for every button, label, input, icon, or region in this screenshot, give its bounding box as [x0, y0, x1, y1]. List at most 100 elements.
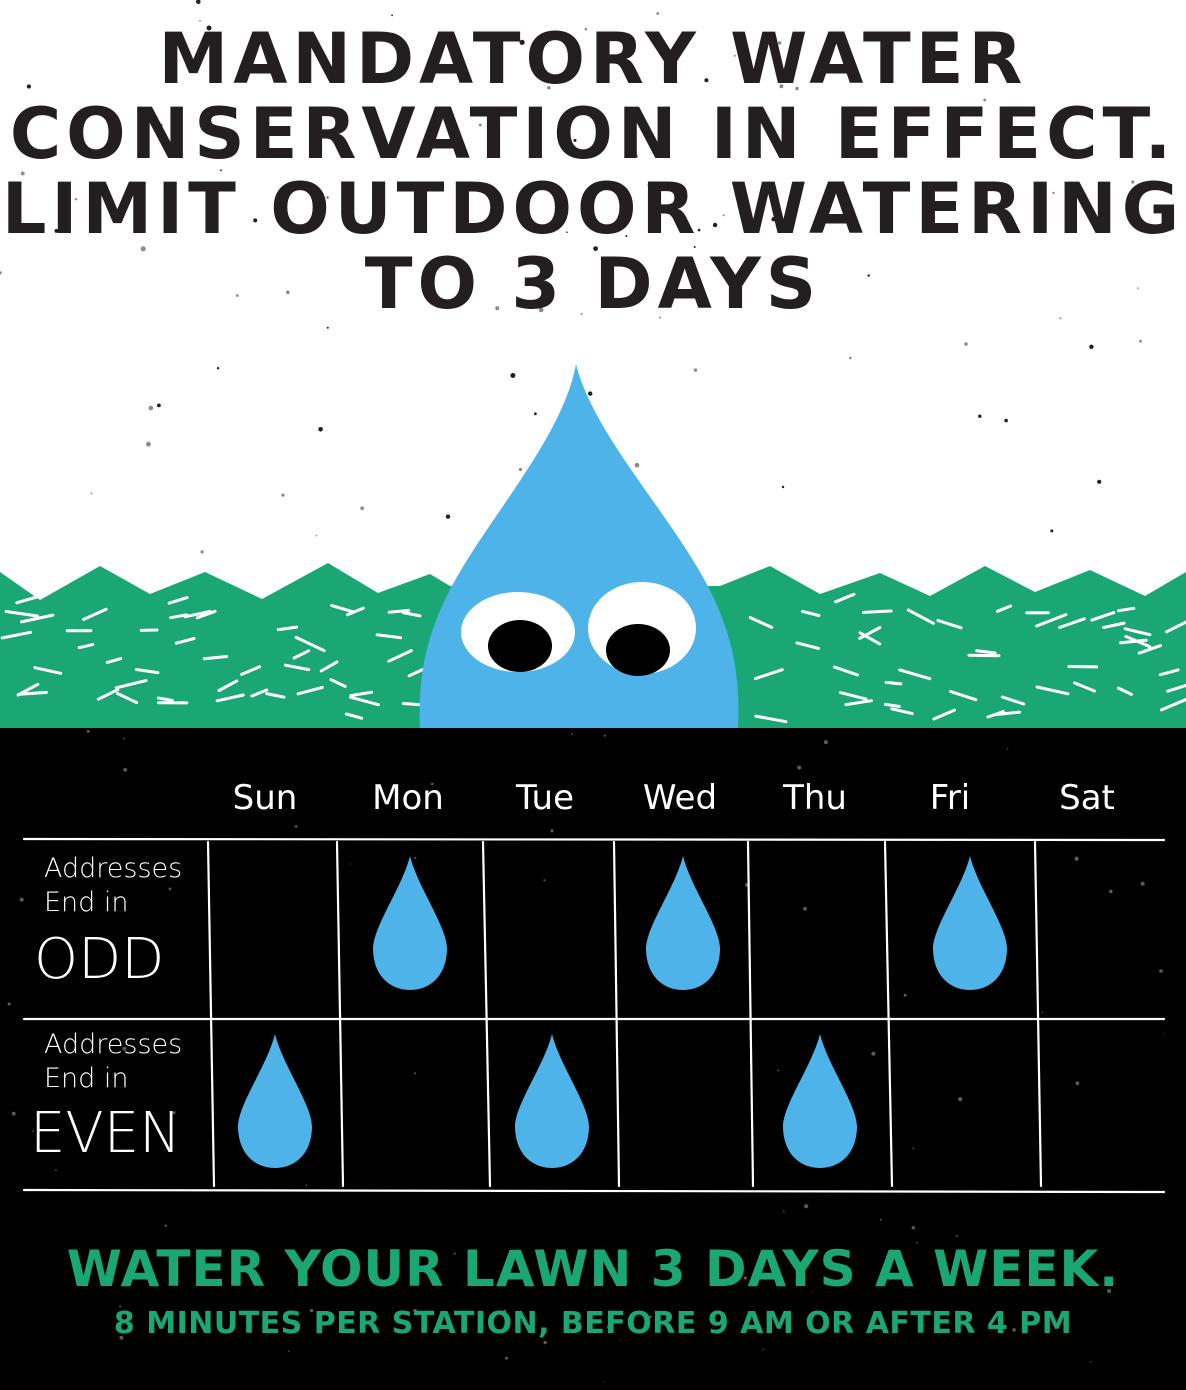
grass-blade — [183, 609, 212, 619]
speck — [216, 367, 220, 370]
chalk-speck — [1163, 1033, 1165, 1035]
grass-blade — [883, 702, 901, 708]
grass-blade — [858, 626, 882, 640]
speck — [778, 41, 782, 45]
row-label-even-big: EVEN — [30, 1100, 181, 1166]
chalk-speck — [871, 1051, 876, 1056]
chalk-speck — [122, 1046, 127, 1051]
grass-blade — [114, 679, 148, 690]
speck — [781, 485, 785, 489]
speck — [315, 534, 318, 537]
grass-blade — [401, 702, 424, 707]
grass-blade — [319, 660, 339, 673]
speck — [391, 14, 393, 17]
speck — [697, 228, 701, 232]
row-label-odd-line-1: Addresses — [44, 853, 183, 884]
grass-blade — [1166, 683, 1186, 693]
headline: MANDATORY WATER CONSERVATION IN EFFECT. … — [0, 22, 1186, 322]
chalk-speck — [649, 1315, 652, 1319]
grass-blade — [906, 608, 935, 625]
speck — [416, 195, 418, 197]
speck — [573, 138, 577, 142]
chalk-speck — [414, 1072, 417, 1075]
headline-line-1: MANDATORY WATER — [158, 18, 1028, 100]
speck — [964, 342, 968, 346]
speck — [1097, 479, 1102, 484]
speck — [148, 405, 154, 411]
speck — [54, 228, 59, 233]
grass-blade — [884, 680, 903, 686]
chalk-speck — [1107, 1289, 1112, 1293]
speck — [656, 12, 660, 15]
footer-subline: 8 MINUTES PER STATION, BEFORE 9 AM OR AF… — [113, 1306, 1073, 1341]
speck — [1139, 339, 1142, 343]
grass-blade — [975, 649, 997, 655]
chalk-speck — [1012, 1328, 1016, 1332]
chalk-speck — [903, 993, 907, 997]
speck — [90, 492, 93, 495]
chalk-speck — [123, 737, 125, 740]
footer-headline: WATER YOUR LAWN 3 DAYS A WEEK. — [66, 1240, 1120, 1298]
speck — [950, 229, 953, 232]
speck — [196, 0, 201, 4]
grass-blade — [15, 594, 42, 605]
chalk-speck — [1041, 1011, 1044, 1014]
speck — [625, 235, 628, 238]
grass-blade — [294, 635, 326, 653]
chalk-speck — [157, 1318, 160, 1321]
chalk-speck — [119, 1335, 124, 1340]
chalk-speck — [172, 1111, 176, 1115]
chalk-speck — [912, 1147, 915, 1150]
headline-line-3: LIMIT OUTDOOR WATERING — [1, 168, 1185, 250]
speck — [1050, 529, 1054, 533]
grass-blade — [862, 609, 893, 614]
chalk-speck — [550, 829, 554, 833]
chalk-speck — [803, 906, 807, 911]
grass-blade — [898, 668, 932, 681]
speck — [1131, 180, 1135, 184]
grass-blade — [82, 607, 108, 621]
grass-blade — [753, 668, 784, 681]
speck — [538, 307, 544, 313]
speck — [867, 274, 870, 277]
grass-blade — [1165, 620, 1186, 634]
grass-blade — [1116, 686, 1133, 696]
speck — [936, 75, 939, 78]
grass-blade — [116, 692, 139, 705]
grass-blade — [250, 688, 269, 698]
speck — [146, 441, 151, 447]
speck — [733, 54, 736, 57]
row-label-odd: Addresses End in — [44, 852, 182, 920]
grass-blade — [283, 663, 311, 672]
grass-blade — [858, 631, 882, 646]
speck — [658, 316, 661, 319]
chalk-speck — [19, 897, 24, 902]
chalk-speck — [603, 1381, 605, 1383]
schedule-grid — [7, 729, 1166, 1383]
speck — [14, 136, 17, 139]
row-label-odd-line-2: End in — [44, 887, 129, 918]
chalk-speck — [1074, 856, 1079, 861]
chalk-speck — [7, 1002, 11, 1006]
speck — [445, 514, 451, 519]
water-drop-icon — [782, 1034, 858, 1168]
chalk-speck — [1159, 969, 1163, 973]
speck — [1004, 418, 1008, 423]
chalk-speck — [307, 1261, 312, 1266]
row-label-even: Addresses End in — [44, 1028, 182, 1096]
chalk-speck — [571, 733, 573, 736]
grass-blade — [833, 665, 859, 677]
speck — [534, 412, 537, 416]
speck — [1137, 287, 1139, 289]
grass-blade — [387, 608, 411, 614]
chalk-speck — [1007, 748, 1009, 750]
grass-blade — [949, 690, 978, 702]
chalk-speck — [86, 729, 90, 733]
chalk-speck — [911, 1226, 915, 1230]
grass-blade — [348, 695, 380, 707]
speck — [206, 25, 212, 31]
speck — [779, 84, 784, 89]
grass-blade — [1035, 613, 1068, 628]
chalk-speck — [305, 1184, 308, 1186]
grass-blade — [748, 616, 774, 629]
